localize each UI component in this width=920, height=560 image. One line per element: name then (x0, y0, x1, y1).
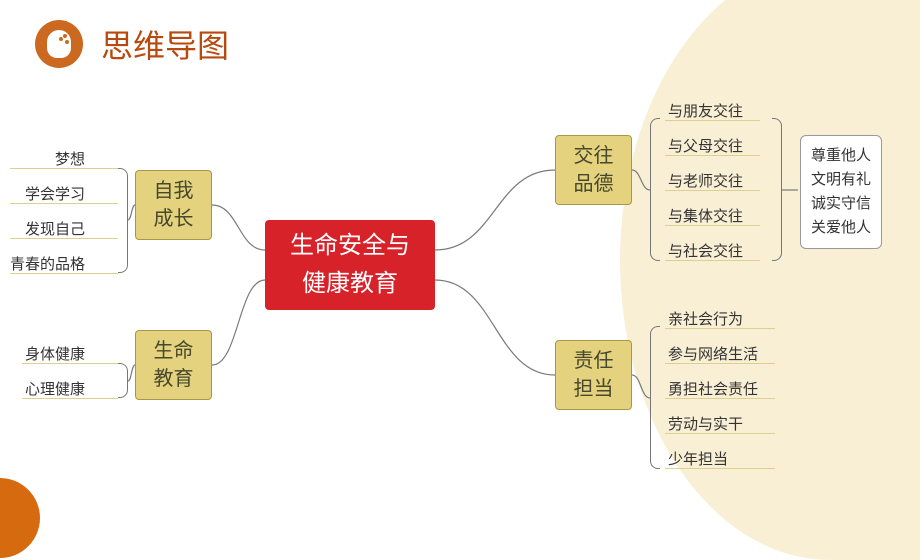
leaf: 与老师交往 (668, 170, 743, 191)
leaf: 青春的品格 (10, 253, 85, 274)
leaf: 与父母交往 (668, 135, 743, 156)
connector-lines (0, 0, 920, 518)
node-duty: 责任担当 (555, 340, 632, 410)
leaf: 发现自己 (25, 218, 85, 239)
bracket (772, 118, 782, 261)
callout-line: 文明有礼 (811, 168, 871, 192)
node-selfGrowth: 自我成长 (135, 170, 212, 240)
bracket (118, 363, 128, 398)
node-social: 交往品德 (555, 135, 632, 205)
callout-line: 关爱他人 (811, 216, 871, 240)
bracket (118, 168, 128, 273)
center-line1: 生命安全与 (290, 227, 410, 265)
leaf: 梦想 (55, 148, 85, 169)
leaf: 参与网络生活 (668, 343, 758, 364)
leaf: 与社会交往 (668, 240, 743, 261)
bracket (650, 118, 660, 261)
leaf: 学会学习 (25, 183, 85, 204)
center-node: 生命安全与健康教育 (265, 220, 435, 310)
header: 思维导图 (35, 20, 229, 68)
leaf: 心理健康 (25, 378, 85, 399)
callout-line: 尊重他人 (811, 144, 871, 168)
leaf: 与朋友交往 (668, 100, 743, 121)
leaf: 与集体交往 (668, 205, 743, 226)
leaf: 身体健康 (25, 343, 85, 364)
page-title: 思维导图 (101, 21, 229, 67)
leaf: 劳动与实干 (668, 413, 743, 434)
leaf: 亲社会行为 (668, 308, 743, 329)
center-line2: 健康教育 (302, 265, 398, 303)
leaf: 少年担当 (668, 448, 728, 469)
node-lifeEdu: 生命教育 (135, 330, 212, 400)
callout-line: 诚实守信 (811, 192, 871, 216)
leaf: 勇担社会责任 (668, 378, 758, 399)
brain-icon (35, 20, 83, 68)
bracket (650, 326, 660, 469)
callout-box: 尊重他人文明有礼诚实守信关爱他人 (800, 135, 882, 249)
